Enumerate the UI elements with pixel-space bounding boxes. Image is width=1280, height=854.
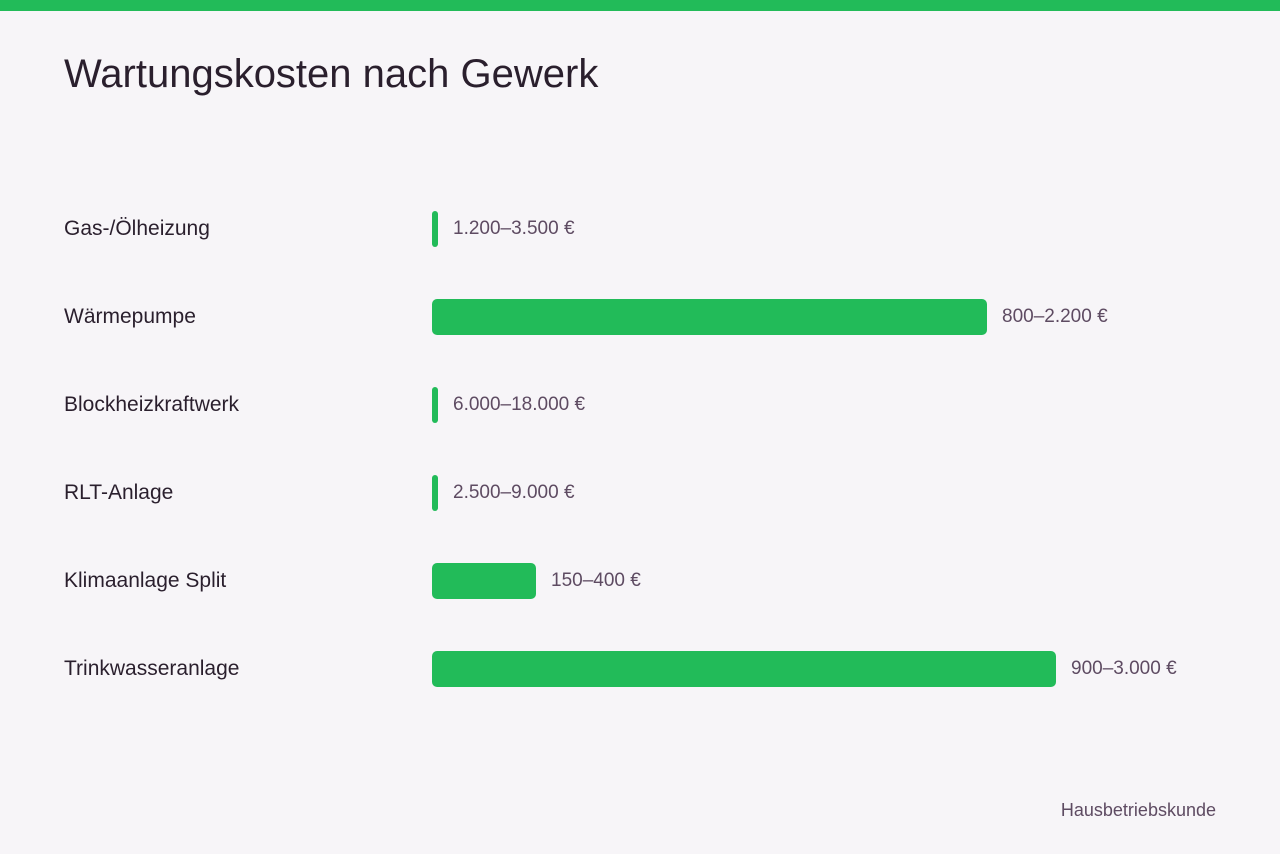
category-label: RLT-Anlage (64, 481, 174, 504)
category-label: Blockheizkraftwerk (64, 393, 240, 416)
bar-row: Gas-/Ölheizung 1.200–3.500 € (0, 211, 1280, 247)
bar (432, 651, 1056, 687)
bar (432, 563, 536, 599)
bar-row: Klimaanlage Split 150–400 € (0, 563, 1280, 599)
bar (432, 475, 438, 511)
value-label: 150–400 € (551, 570, 641, 591)
bar (432, 387, 438, 423)
value-label: 800–2.200 € (1002, 306, 1108, 327)
bar-row: Blockheizkraftwerk 6.000–18.000 € (0, 387, 1280, 423)
top-accent-stripe (0, 0, 1280, 11)
bar (432, 211, 438, 247)
value-label: 6.000–18.000 € (453, 394, 586, 415)
bar-row: Wärmepumpe 800–2.200 € (0, 299, 1280, 335)
category-label: Gas-/Ölheizung (64, 217, 210, 240)
bar (432, 299, 987, 335)
bar-row: RLT-Anlage 2.500–9.000 € (0, 475, 1280, 511)
page-title: Wartungskosten nach Gewerk (64, 52, 599, 96)
value-label: 900–3.000 € (1071, 658, 1177, 679)
value-label: 2.500–9.000 € (453, 482, 575, 503)
category-label: Trinkwasseranlage (64, 657, 240, 680)
bar-row: Trinkwasseranlage 900–3.000 € (0, 651, 1280, 687)
category-label: Klimaanlage Split (64, 569, 227, 592)
category-label: Wärmepumpe (64, 305, 196, 328)
value-label: 1.200–3.500 € (453, 218, 575, 239)
source-label: Hausbetriebskunde (1060, 800, 1216, 820)
